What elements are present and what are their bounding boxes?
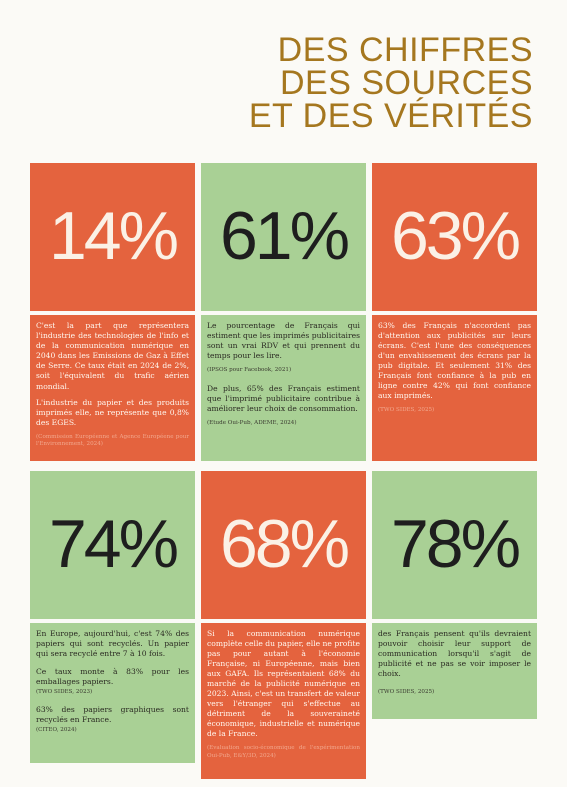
stat-number-panel: 63% bbox=[372, 163, 537, 311]
stat-description: Le pourcentage de Français qui estiment … bbox=[201, 315, 366, 461]
stat-percentage: 14% bbox=[48, 198, 179, 274]
source: (CITEO, 2024) bbox=[36, 726, 77, 733]
source: (TWO SIDES, 2025) bbox=[378, 407, 435, 413]
paragraph: Le pourcentage de Français qui estiment … bbox=[207, 321, 360, 360]
stat-description: des Français pensent qu'ils devraient po… bbox=[372, 623, 537, 719]
stat-percentage: 63% bbox=[390, 198, 521, 274]
stat-percentage: 74% bbox=[48, 506, 179, 582]
paragraph: De plus, 65% des Français estiment que l… bbox=[207, 383, 360, 413]
stat-number-panel: 78% bbox=[372, 471, 537, 619]
stat-description: 63% des Français n'accordent pas d'atten… bbox=[372, 315, 537, 461]
paragraph: L'industrie du papier et des produits im… bbox=[36, 397, 189, 427]
title-line-2: DES SOURCES bbox=[280, 64, 533, 102]
page-title: DES CHIFFRES DES SOURCES ET DES VÉRITÉS bbox=[248, 31, 533, 135]
stat-description: En Europe, aujourd'hui, c'est 74% des pa… bbox=[30, 623, 195, 763]
stat-percentage: 61% bbox=[219, 198, 350, 274]
stat-percentage: 68% bbox=[219, 506, 350, 582]
paragraph: En Europe, aujourd'hui, c'est 74% des pa… bbox=[36, 629, 189, 658]
title-line-1: DES CHIFFRES bbox=[277, 31, 533, 69]
paragraph: 63% des papiers graphiques sont recyclés… bbox=[36, 704, 189, 724]
source: (Commission Européenne et Agence Europée… bbox=[36, 433, 189, 448]
stat-percentage: 78% bbox=[390, 506, 521, 582]
stat-number-panel: 14% bbox=[30, 163, 195, 311]
stat-description: C'est la part que représentera l'industr… bbox=[30, 315, 195, 461]
source: (Evaluation socio-économique de l'expéri… bbox=[207, 745, 360, 759]
paragraph: C'est la part que représentera l'industr… bbox=[36, 321, 189, 391]
stat-number-panel: 68% bbox=[201, 471, 366, 619]
paragraph: Ce taux monte à 83% pour les emballages … bbox=[36, 667, 189, 686]
source: (TWO SIDES, 2023) bbox=[36, 689, 93, 695]
paragraph: 63% des Français n'accordent pas d'atten… bbox=[378, 321, 531, 400]
stat-number-panel: 61% bbox=[201, 163, 366, 311]
source: (Etude Oui-Pub, ADEME, 2024) bbox=[207, 419, 297, 426]
stat-number-panel: 74% bbox=[30, 471, 195, 619]
source: (TWO SIDES, 2025) bbox=[378, 689, 435, 695]
title-line-3: ET DES VÉRITÉS bbox=[248, 97, 533, 135]
source: (IPSOS pour Facebook, 2021) bbox=[207, 367, 292, 373]
stat-description: Si la communication numérique complète c… bbox=[201, 623, 366, 779]
paragraph: des Français pensent qu'ils devraient po… bbox=[378, 629, 531, 678]
paragraph: Si la communication numérique complète c… bbox=[207, 629, 360, 738]
